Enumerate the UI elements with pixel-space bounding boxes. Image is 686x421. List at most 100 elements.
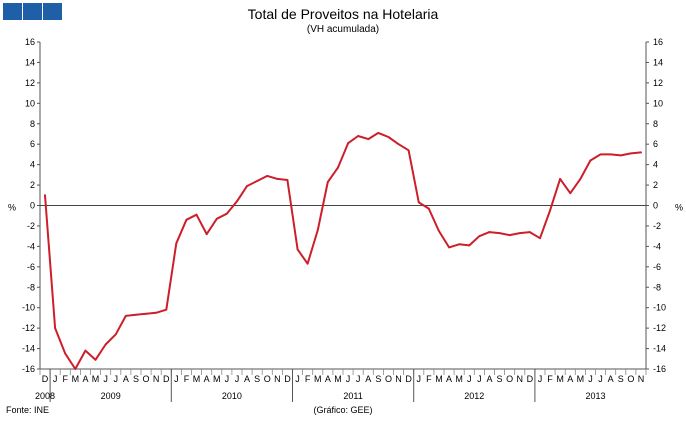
- data-point: [114, 333, 117, 336]
- month-label: M: [92, 374, 100, 384]
- month-label: J: [114, 374, 119, 384]
- y-tick-label-right: 16: [653, 37, 663, 47]
- data-point: [569, 192, 572, 195]
- month-label: A: [325, 374, 331, 384]
- month-label: J: [235, 374, 240, 384]
- month-label: F: [547, 374, 553, 384]
- data-point: [195, 213, 198, 216]
- month-label: S: [497, 374, 503, 384]
- y-tick-label-left: -10: [22, 303, 35, 313]
- y-tick-label-right: 4: [653, 160, 658, 170]
- month-label: D: [405, 374, 412, 384]
- y-tick-label-left: 16: [25, 37, 35, 47]
- data-point: [276, 178, 279, 180]
- month-label: M: [72, 374, 80, 384]
- month-label: D: [527, 374, 534, 384]
- month-label: M: [556, 374, 564, 384]
- data-point: [619, 154, 622, 157]
- y-tick-label-left: 12: [25, 78, 35, 88]
- y-tick-label-left: 2: [30, 180, 35, 190]
- month-label: O: [143, 374, 150, 384]
- y-tick-label-left: 8: [30, 119, 35, 129]
- month-label: A: [608, 374, 614, 384]
- logo-block-1: [3, 3, 22, 20]
- month-label: A: [82, 374, 88, 384]
- y-tick-label-right: -10: [653, 303, 666, 313]
- month-label: D: [163, 374, 170, 384]
- data-point: [246, 185, 248, 187]
- month-label: D: [284, 374, 291, 384]
- month-label: J: [295, 374, 300, 384]
- data-point: [175, 242, 178, 245]
- series-line: [44, 131, 642, 370]
- data-point: [84, 349, 87, 352]
- y-tick-label-right: 8: [653, 119, 658, 129]
- data-point: [448, 246, 450, 249]
- y-tick-label-right: -8: [653, 282, 661, 292]
- data-point: [518, 232, 521, 234]
- data-point: [266, 174, 269, 177]
- data-point: [528, 231, 531, 233]
- credit-note: (Gráfico: GEE): [313, 405, 373, 415]
- month-label: A: [365, 374, 371, 384]
- month-label: S: [618, 374, 624, 384]
- month-label: J: [477, 374, 482, 384]
- data-point: [256, 180, 259, 182]
- y-tick-label-left: 14: [25, 57, 35, 67]
- month-label: M: [213, 374, 221, 384]
- month-label: S: [254, 374, 260, 384]
- month-label: J: [588, 374, 593, 384]
- month-label: M: [455, 374, 463, 384]
- data-point: [165, 308, 168, 311]
- month-label: J: [174, 374, 179, 384]
- data-point: [589, 159, 592, 162]
- month-label: J: [467, 374, 472, 384]
- data-point: [599, 153, 602, 156]
- y-tick-label-right: 12: [653, 78, 663, 88]
- year-label: 2011: [343, 391, 362, 401]
- data-point: [337, 166, 339, 169]
- data-point: [286, 179, 289, 181]
- data-point: [508, 234, 511, 237]
- month-label: N: [395, 374, 402, 384]
- y-tick-label-right: -2: [653, 221, 661, 231]
- y-tick-label-right: -12: [653, 323, 666, 333]
- data-point: [387, 136, 390, 138]
- y-tick-label-left: 6: [30, 139, 35, 149]
- logo-block-3: [43, 3, 62, 20]
- y-tick-label-right: 6: [653, 139, 658, 149]
- y-tick-label-right: 2: [653, 180, 658, 190]
- y-tick-label-left: -14: [22, 344, 35, 354]
- y-tick-label-right: -16: [653, 364, 666, 374]
- data-point: [458, 243, 461, 246]
- data-point: [559, 178, 562, 180]
- y-tick-label-right: 14: [653, 57, 663, 67]
- year-label: 2008: [35, 391, 55, 401]
- data-point: [205, 233, 208, 236]
- month-label: A: [123, 374, 129, 384]
- data-point: [215, 217, 218, 220]
- month-label: J: [417, 374, 422, 384]
- month-label: J: [225, 374, 230, 384]
- data-point: [549, 209, 551, 212]
- month-label: N: [153, 374, 160, 384]
- y-tick-label-left: -4: [27, 241, 35, 251]
- month-label: O: [627, 374, 634, 384]
- data-point: [124, 314, 127, 317]
- data-point: [54, 327, 57, 330]
- data-point: [377, 132, 380, 134]
- data-point: [135, 313, 137, 316]
- chart-subtitle: (VH acumulada): [306, 24, 380, 35]
- month-label: O: [506, 374, 513, 384]
- data-point: [155, 311, 158, 314]
- y-tick-label-left: 4: [30, 160, 35, 170]
- logo-block-2: [23, 3, 42, 20]
- month-label: F: [184, 374, 190, 384]
- data-point: [468, 244, 471, 247]
- y-tick-label-left: 0: [30, 201, 35, 211]
- month-label: F: [305, 374, 311, 384]
- data-point: [145, 312, 147, 315]
- month-label: F: [63, 374, 69, 384]
- data-point: [74, 368, 77, 370]
- month-label: N: [638, 374, 645, 384]
